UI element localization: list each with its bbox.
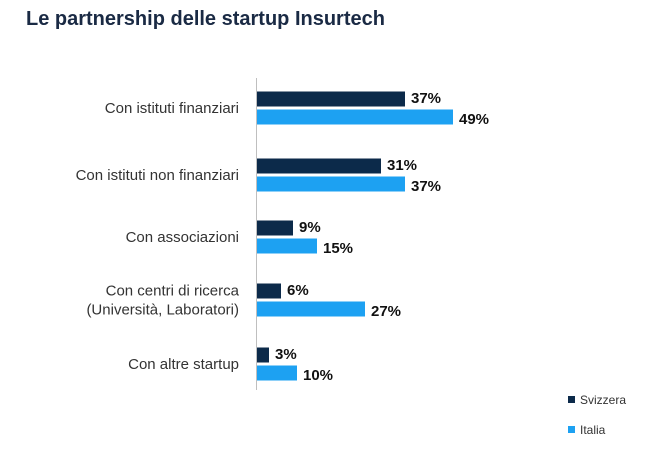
- legend: Svizzera Italia: [568, 393, 626, 437]
- data-label-svizzera: 3%: [275, 346, 297, 363]
- data-label-svizzera: 6%: [287, 282, 309, 299]
- data-label-italia: 15%: [323, 240, 353, 257]
- category-label: Con associazioni: [126, 229, 239, 246]
- data-label-svizzera: 31%: [387, 157, 417, 174]
- bar-italia: [257, 238, 317, 254]
- bar-italia: [257, 301, 365, 317]
- bar-italia: [257, 176, 405, 192]
- category-label-line: Con centri di ricerca: [106, 283, 240, 300]
- category-labels: Con istituti finanziari Con istituti non …: [76, 100, 240, 373]
- legend-label-svizzera: Svizzera: [580, 393, 626, 407]
- bar-italia: [257, 109, 453, 125]
- category-label: Con altre startup: [128, 356, 239, 373]
- bar-svizzera: [257, 91, 405, 107]
- legend-swatch-italia: [568, 426, 575, 433]
- bar-svizzera: [257, 220, 293, 236]
- bar-svizzera: [257, 347, 269, 363]
- category-label: Con istituti finanziari: [105, 100, 239, 117]
- bars: [257, 91, 453, 381]
- category-label-line: (Università, Laboratori): [86, 302, 239, 319]
- bar-svizzera: [257, 283, 281, 299]
- legend-label-italia: Italia: [580, 423, 606, 437]
- data-label-svizzera: 37%: [411, 90, 441, 107]
- category-label-line: Con altre startup: [128, 356, 239, 373]
- category-label-line: Con associazioni: [126, 229, 239, 246]
- bar-svizzera: [257, 158, 381, 174]
- data-label-italia: 10%: [303, 367, 333, 384]
- category-label: Con centri di ricerca (Università, Labora…: [86, 283, 239, 319]
- data-label-svizzera: 9%: [299, 219, 321, 236]
- data-label-italia: 27%: [371, 303, 401, 320]
- category-label-line: Con istituti non finanziari: [76, 167, 239, 184]
- category-label-line: Con istituti finanziari: [105, 100, 239, 117]
- data-label-italia: 49%: [459, 111, 489, 128]
- data-label-italia: 37%: [411, 178, 441, 195]
- chart-title: Le partnership delle startup Insurtech: [26, 8, 385, 30]
- bar-italia: [257, 365, 297, 381]
- legend-swatch-svizzera: [568, 396, 575, 403]
- value-labels: 37% 49% 31% 37% 9%15% 6% 27% 3% 10%: [275, 90, 489, 384]
- category-label: Con istituti non finanziari: [76, 167, 239, 184]
